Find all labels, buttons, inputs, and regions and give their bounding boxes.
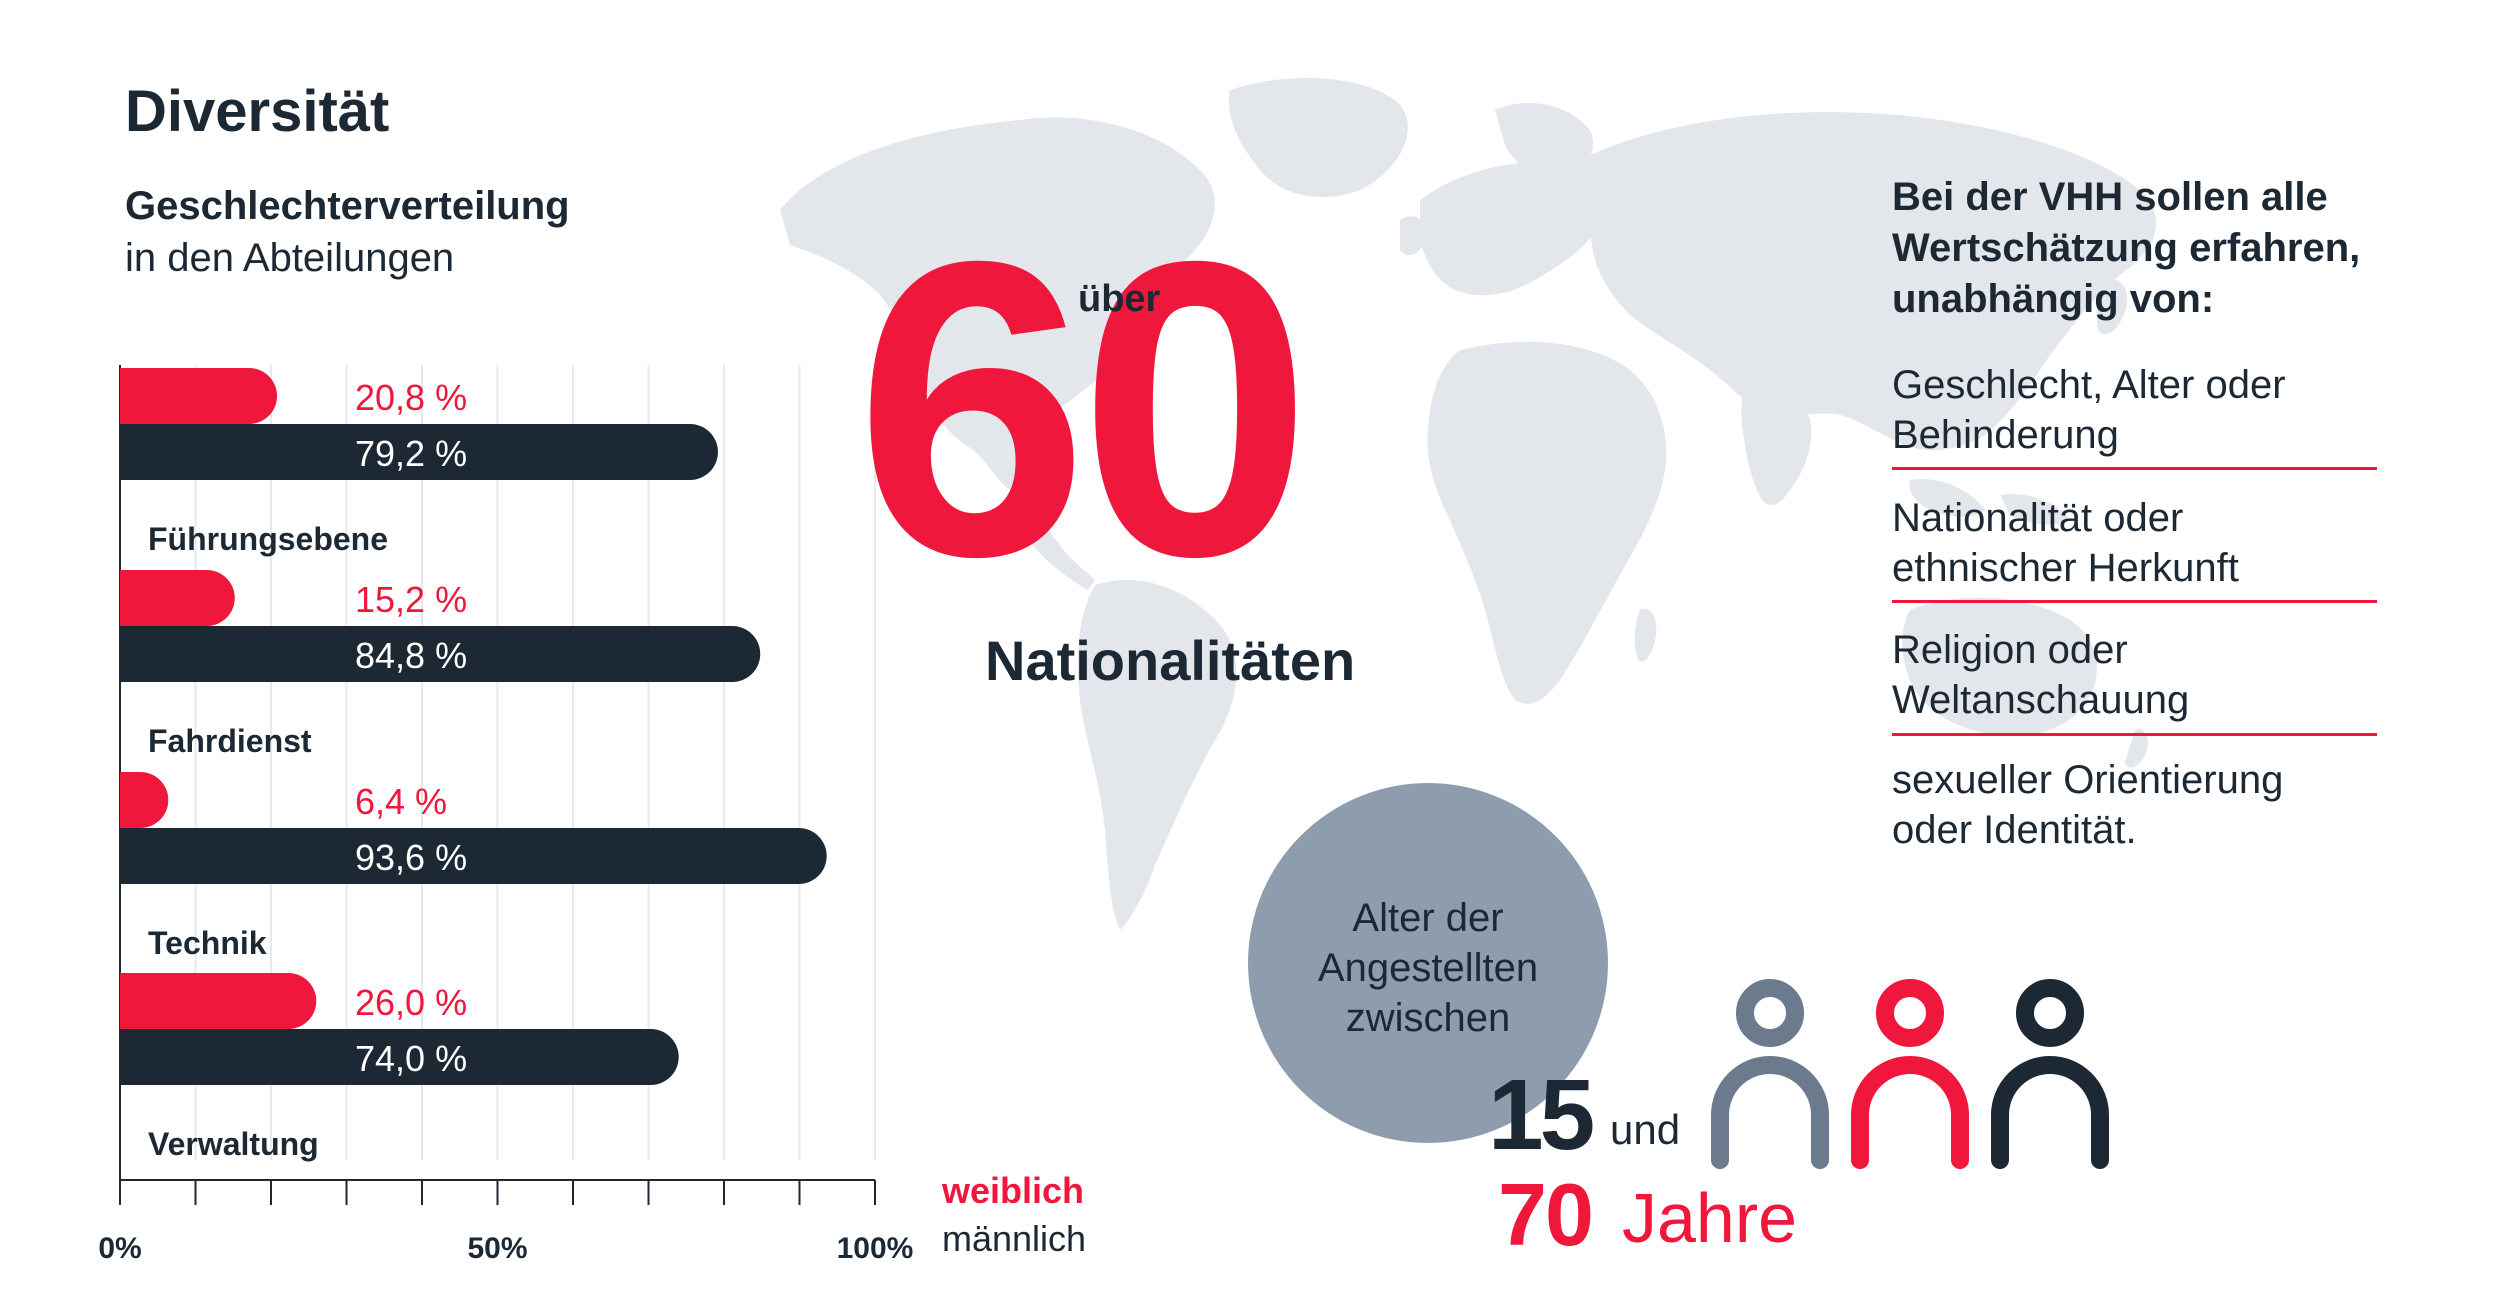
values-item-line: ethnischer Herkunft	[1892, 546, 2239, 590]
values-item: Religion oder Weltanschauung	[1892, 625, 2377, 725]
bar-weiblich	[120, 570, 235, 626]
age-unit: Jahre	[1622, 1179, 1798, 1257]
age-circle	[1248, 783, 1608, 1143]
legend-female: weiblich	[942, 1170, 1085, 1211]
data-label-weiblich: 20,8 %	[355, 377, 467, 418]
page-title: Diversität	[125, 79, 390, 144]
values-item: Geschlecht, Alter oder Behinderung	[1892, 360, 2377, 460]
person-icon-red	[1851, 979, 1969, 1169]
age-connector: und	[1610, 1106, 1681, 1153]
bar-weiblich	[120, 368, 278, 424]
values-item-line: sexueller Orientierung	[1892, 758, 2284, 802]
bar-maennlich	[120, 1029, 679, 1085]
chart-subtitle: Geschlechterverteilung in den Abteilunge…	[125, 180, 570, 284]
values-item-line: Geschlecht, Alter oder	[1892, 363, 2286, 407]
bar-weiblich	[120, 973, 317, 1029]
values-item: Nationalität oder ethnischer Herkunft	[1892, 493, 2377, 593]
subtitle-regular: in den Abteilungen	[125, 236, 455, 280]
data-label-maennlich: 79,2 %	[355, 433, 467, 474]
values-item: sexueller Orientierung oder Identität.	[1892, 755, 2377, 855]
age-min: 15	[1488, 1059, 1595, 1171]
person-icon-grey	[1711, 979, 1829, 1169]
nationalities-number: 60	[855, 175, 1312, 644]
category-label: Führungsebene	[148, 521, 388, 557]
subtitle-bold: Geschlechterverteilung	[125, 184, 570, 228]
bar-maennlich	[120, 828, 827, 884]
age-circle-line: Angestellten	[1317, 946, 1539, 990]
bar-maennlich	[120, 626, 761, 682]
world-map	[780, 78, 2157, 930]
values-heading: Bei der VHH sollen alle Wertschätzung er…	[1892, 172, 2360, 325]
age-max: 70	[1498, 1165, 1594, 1264]
data-label-maennlich: 74,0 %	[355, 1038, 467, 1079]
values-heading-line: Bei der VHH sollen alle	[1892, 175, 2328, 219]
values-item-line: Religion oder	[1892, 628, 2128, 672]
people-icons	[1711, 979, 2109, 1169]
values-item-line: Behinderung	[1892, 413, 2119, 457]
age-circle-line: Alter der	[1352, 896, 1504, 940]
data-label-weiblich: 26,0 %	[355, 982, 467, 1023]
data-label-weiblich: 15,2 %	[355, 579, 467, 620]
category-label: Fahrdienst	[148, 723, 312, 759]
age-circle-text: Alter der Angestellten zwischen	[1248, 893, 1608, 1043]
values-heading-line: Wertschätzung erfahren,	[1892, 226, 2361, 270]
person-icon-dark	[1991, 979, 2109, 1169]
x-tick-label: 50%	[467, 1232, 527, 1265]
category-label: Technik	[148, 925, 267, 961]
data-label-maennlich: 84,8 %	[355, 635, 467, 676]
values-divider	[1892, 600, 2377, 603]
nationalities-prefix: über	[1078, 278, 1161, 320]
category-label: Verwaltung	[148, 1126, 319, 1162]
values-heading-line: unabhängig von:	[1892, 277, 2215, 321]
bar-weiblich	[120, 772, 169, 828]
x-tick-label: 0%	[98, 1232, 141, 1265]
values-divider	[1892, 467, 2377, 470]
values-divider	[1892, 733, 2377, 736]
data-label-weiblich: 6,4 %	[355, 781, 447, 822]
bar-maennlich	[120, 424, 718, 481]
data-label-maennlich: 93,6 %	[355, 837, 467, 878]
age-circle-line: zwischen	[1345, 996, 1511, 1040]
x-tick-label: 100%	[837, 1232, 914, 1265]
values-item-line: Weltanschauung	[1892, 678, 2190, 722]
values-item-line: Nationalität oder	[1892, 496, 2184, 540]
nationalities-label: Nationalitäten	[985, 629, 1356, 692]
legend-male: männlich	[942, 1218, 1087, 1259]
values-item-line: oder Identität.	[1892, 808, 2137, 852]
